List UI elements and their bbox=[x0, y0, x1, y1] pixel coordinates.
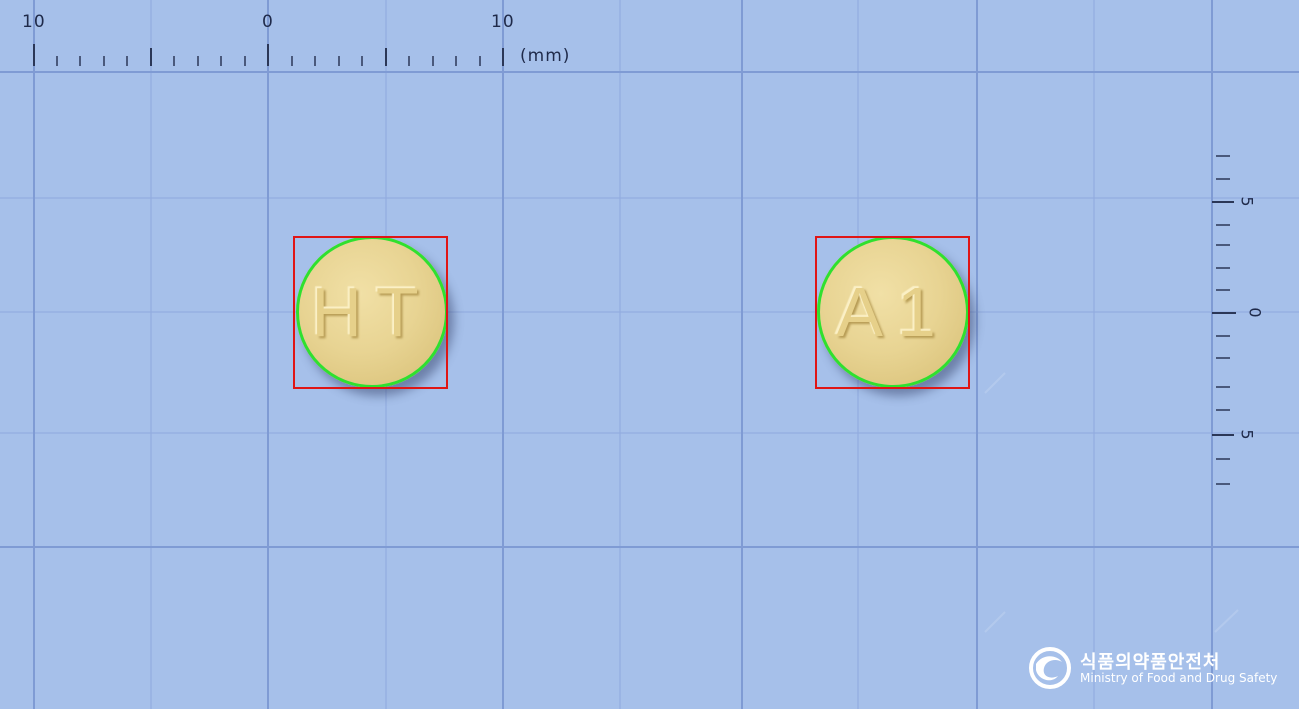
watermark-korean-name: 식품의약품안전처 bbox=[1080, 652, 1221, 673]
right-ruler-label-bottom: 5 bbox=[1237, 429, 1257, 440]
right-ruler-ticks bbox=[1212, 155, 1236, 485]
ruler-unit-label: (mm) bbox=[520, 46, 571, 66]
pill-back-bounding-box bbox=[815, 236, 970, 389]
mfds-logo-icon bbox=[1029, 647, 1071, 689]
watermark-english-name: Ministry of Food and Drug Safety bbox=[1080, 671, 1278, 685]
pill-front-bounding-box bbox=[293, 236, 448, 389]
top-ruler-label-left: 10 bbox=[22, 12, 46, 32]
top-ruler-label-right: 10 bbox=[491, 12, 515, 32]
top-ruler-label-zero: 0 bbox=[262, 12, 274, 32]
right-ruler-label-top: 5 bbox=[1237, 196, 1257, 207]
right-ruler-label-zero: 0 bbox=[1245, 307, 1265, 318]
top-ruler-ticks bbox=[33, 44, 504, 66]
